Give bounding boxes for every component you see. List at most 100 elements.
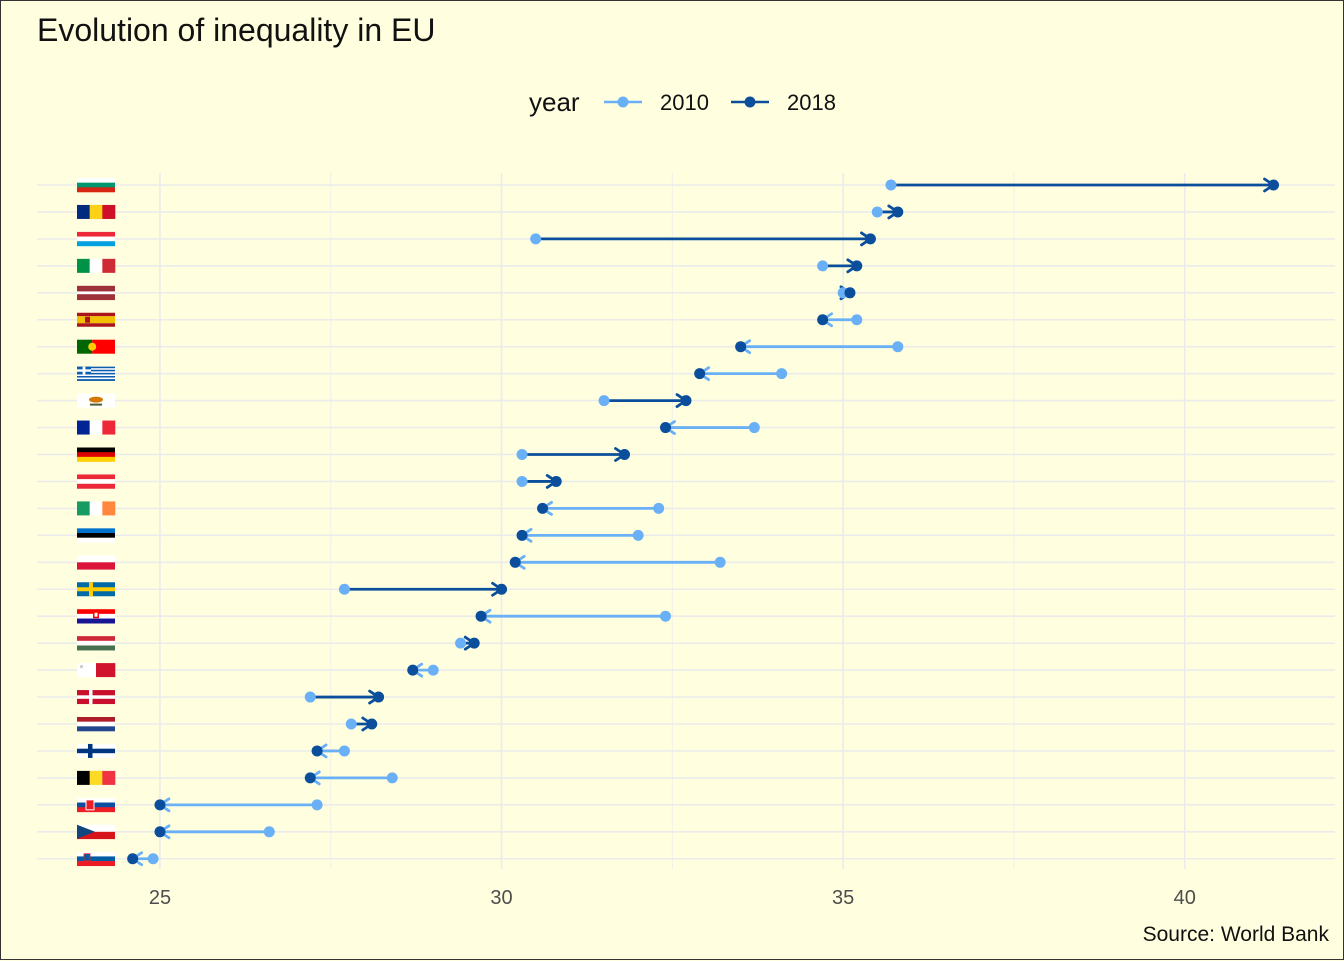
point-2010 [311,799,323,811]
germany-flag [77,447,115,462]
point-2018 [154,799,166,811]
spain-flag [77,312,115,327]
dumbbell-row [871,204,904,220]
point-2018 [509,556,521,568]
legend-2018-label: 2018 [787,90,836,115]
point-2010 [714,556,726,568]
point-2018 [496,583,508,595]
point-2010 [386,772,398,784]
point-2010 [598,395,610,407]
bulgaria-flag [77,178,115,193]
dumbbell-row [694,366,788,382]
point-2018 [550,475,562,487]
point-2010 [817,260,829,272]
point-2010 [455,637,467,649]
point-2010 [530,233,542,245]
point-2010 [345,718,357,730]
dumbbell-row [817,312,863,328]
dumbbell-row [598,393,692,409]
chart-title: Evolution of inequality in EU [37,12,435,48]
caption: Source: World Bank [1143,923,1330,946]
dumbbell-row [338,581,508,597]
point-2018 [127,853,139,865]
dumbbell-row [885,177,1280,193]
dumbbell-row [817,258,863,274]
dumbbell-row [455,635,480,651]
legend-2010-label: 2010 [660,90,709,115]
dumbbell-row [516,447,631,462]
dumbbell-row [475,608,672,624]
dumbbell-row [537,500,665,516]
dumbbell-row [837,285,856,301]
point-2010 [632,529,644,541]
malta-flag [77,663,116,678]
legend-2010-point [617,96,629,108]
dumbbell-row [345,716,378,732]
ireland-flag [77,501,116,516]
dumbbell-row [530,231,876,247]
point-2018 [154,826,166,838]
point-2010 [653,502,665,514]
point-2018 [366,718,378,730]
dumbbell-row [154,797,323,813]
point-2018 [892,206,904,218]
point-2010 [338,583,350,595]
point-2010 [338,745,350,757]
italy-flag [77,258,116,273]
slovakia-flag [77,797,115,813]
sweden-flag [77,582,115,597]
denmark-flag [77,690,115,705]
dumbbell-row [304,770,398,786]
x-tick-label: 25 [149,887,171,909]
dumbbell-row [660,420,760,435]
point-2018 [311,745,323,757]
x-tick-label: 40 [1174,887,1196,909]
point-2018 [407,664,419,676]
netherlands-flag [77,717,115,732]
dumbbell-row [127,851,159,867]
point-2018 [304,772,316,784]
legend: year 2010 2018 [529,87,836,117]
belgium-flag [77,770,116,785]
point-2018 [475,610,487,622]
point-2010 [304,691,316,703]
dumbbell-row [154,824,275,840]
czech-republic-flag [77,824,115,840]
country-flags [77,178,116,867]
france-flag [77,420,116,435]
dumbbell-row [407,662,439,678]
point-2010 [427,664,439,676]
point-2018 [660,422,672,434]
dumbbell-row [304,689,385,705]
point-2010 [892,341,904,353]
finland-flag [77,743,115,758]
point-2010 [263,826,275,838]
dumbbell-row [516,474,562,489]
romania-flag [77,204,116,219]
point-2010 [776,368,788,380]
latvia-flag [77,285,115,301]
point-2018 [735,341,747,353]
dumbbell-row [509,554,726,570]
point-2018 [516,529,528,541]
portugal-flag [77,339,115,354]
greece-flag [77,366,115,381]
point-2010 [516,475,528,487]
point-2010 [660,610,672,622]
grid [37,173,1335,869]
legend-title: year [529,87,580,117]
poland-flag [77,555,115,570]
point-2018 [537,502,549,514]
hungary-flag [77,636,115,651]
point-2018 [619,449,631,460]
cyprus-flag [77,393,115,408]
slovenia-flag [77,851,115,867]
point-2018 [468,637,480,649]
dumbbell-row [311,743,350,759]
point-2018 [694,368,706,380]
x-tick-label: 30 [490,887,512,909]
point-2018 [1268,179,1280,191]
point-2010 [885,179,897,191]
point-2018 [817,314,829,326]
